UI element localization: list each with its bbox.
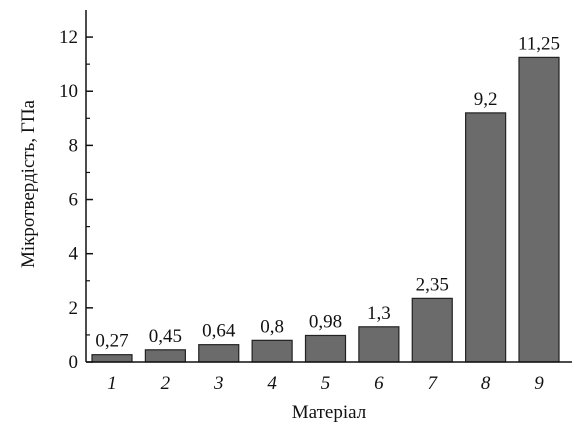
bar-6 <box>358 326 400 363</box>
bar-3 <box>198 344 240 363</box>
data-label-4: 0,8 <box>260 316 284 337</box>
data-label-7: 2,35 <box>416 274 449 295</box>
x-tick-label-6: 6 <box>374 373 384 394</box>
bar-9 <box>518 56 560 363</box>
axes-group <box>85 10 572 363</box>
y-tick-label: 4 <box>69 244 79 265</box>
bar-8 <box>465 112 507 363</box>
y-tick-label: 6 <box>69 190 79 211</box>
bar-4 <box>251 339 293 363</box>
bar-7 <box>411 297 453 363</box>
x-axis-title: Матеріал <box>292 402 367 423</box>
labels-group: 0,27 1 0,45 2 0,64 3 0,8 4 0,98 5 1,3 6 2,35 7 9,2 8 11,… <box>95 33 560 394</box>
y-ticks-group: 0 2 4 6 8 10 12 <box>59 27 93 373</box>
bar-5 <box>304 334 347 363</box>
bar-1 <box>91 354 133 363</box>
x-tick-label-8: 8 <box>481 373 491 394</box>
x-tick-label-3: 3 <box>213 373 224 394</box>
x-tick-label-4: 4 <box>267 373 277 394</box>
bar-2 <box>144 349 186 363</box>
data-label-5: 0,98 <box>309 311 342 332</box>
y-tick-label: 12 <box>59 27 78 48</box>
data-label-2: 0,45 <box>149 326 182 347</box>
data-label-1: 0,27 <box>95 331 128 352</box>
data-label-8: 9,2 <box>474 89 498 110</box>
data-label-3: 0,64 <box>202 321 236 342</box>
bars-group <box>91 56 560 363</box>
x-tick-label-1: 1 <box>107 373 117 394</box>
data-label-6: 1,3 <box>367 303 391 324</box>
y-tick-label: 2 <box>69 298 79 319</box>
x-tick-label-9: 9 <box>534 373 544 394</box>
x-tick-label-5: 5 <box>321 373 331 394</box>
y-tick-label: 10 <box>59 81 78 102</box>
x-tick-label-2: 2 <box>161 373 171 394</box>
data-label-9: 11,25 <box>518 33 560 54</box>
x-tick-label-7: 7 <box>428 373 439 394</box>
y-tick-label: 8 <box>69 135 79 156</box>
y-tick-label: 0 <box>69 352 79 373</box>
y-axis-title: Мікротвердість, ГПа <box>18 99 39 268</box>
